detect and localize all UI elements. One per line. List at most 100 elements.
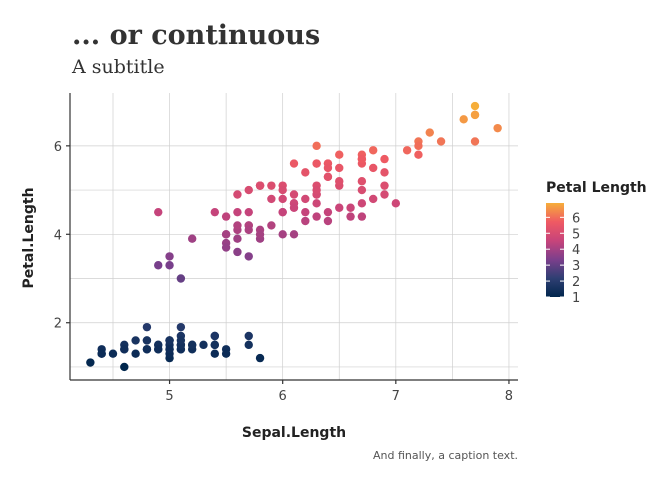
data-point — [368, 146, 378, 155]
data-point — [312, 212, 321, 221]
data-point — [380, 190, 389, 199]
data-point — [267, 194, 276, 204]
data-point — [414, 141, 423, 151]
data-point — [244, 207, 253, 217]
legend-label: 5 — [572, 227, 580, 242]
y-tick-label: 6 — [54, 140, 62, 155]
data-point — [233, 247, 242, 257]
data-point — [470, 110, 480, 120]
legend-label: 2 — [572, 275, 580, 290]
data-point — [380, 181, 389, 190]
data-point — [233, 207, 242, 217]
data-point — [289, 230, 299, 239]
data-point — [244, 252, 253, 261]
data-point — [301, 216, 310, 226]
x-axis-label: Sepal.Length — [242, 425, 346, 441]
legend-label: 3 — [572, 259, 580, 274]
chart-subtitle: A subtitle — [71, 56, 165, 78]
data-point — [154, 261, 163, 270]
data-point — [221, 230, 231, 239]
data-point — [301, 207, 310, 217]
data-point — [278, 207, 287, 217]
data-point — [165, 261, 174, 270]
x-tick-label: 8 — [505, 389, 513, 404]
data-point — [380, 168, 389, 177]
data-point — [210, 207, 220, 217]
data-point — [267, 221, 276, 230]
data-point — [357, 212, 367, 221]
data-point — [221, 243, 231, 252]
data-point — [210, 331, 220, 341]
data-point — [255, 181, 265, 190]
data-point — [335, 163, 344, 173]
data-point — [255, 353, 265, 363]
data-point — [244, 340, 253, 350]
data-point — [131, 349, 140, 358]
data-point — [165, 336, 174, 345]
data-point — [312, 185, 321, 195]
axes — [69, 93, 518, 381]
data-point — [176, 336, 186, 345]
data-point — [142, 345, 152, 354]
data-point — [346, 212, 355, 221]
data-point — [199, 340, 208, 350]
data-point — [187, 340, 197, 350]
data-point — [459, 115, 468, 124]
data-point — [335, 150, 344, 159]
legend-colorbar — [546, 203, 564, 297]
data-point — [244, 225, 253, 235]
data-point — [357, 199, 367, 208]
chart-caption: And finally, a caption text. — [373, 449, 518, 462]
data-point — [176, 274, 186, 283]
data-point — [323, 207, 333, 217]
data-point — [278, 230, 287, 239]
x-tick-label: 6 — [279, 389, 287, 404]
legend-title: Petal Length — [546, 180, 647, 196]
data-point — [278, 185, 287, 195]
data-point — [391, 199, 401, 208]
data-point — [278, 194, 287, 204]
data-point — [312, 159, 321, 168]
data-point — [244, 185, 253, 195]
data-point — [154, 345, 163, 354]
data-point — [470, 101, 480, 111]
data-point — [187, 234, 197, 243]
legend-label: 1 — [572, 291, 580, 306]
data-point — [142, 322, 152, 332]
chart-title: ... or continuous — [72, 20, 320, 51]
data-point — [289, 203, 299, 212]
data-point — [425, 128, 434, 137]
data-point — [255, 230, 265, 239]
data-point — [402, 146, 412, 155]
data-point — [301, 168, 310, 177]
data-point — [368, 163, 378, 173]
data-point — [335, 203, 344, 212]
data-point — [142, 336, 152, 345]
data-points — [86, 101, 502, 372]
data-point — [233, 234, 242, 243]
data-point — [244, 331, 253, 341]
legend-label: 6 — [572, 211, 580, 226]
data-point — [120, 362, 129, 372]
data-point — [346, 203, 355, 212]
data-point — [301, 194, 310, 204]
data-point — [86, 358, 95, 367]
data-point — [267, 181, 276, 190]
data-point — [380, 154, 389, 164]
data-point — [97, 349, 106, 358]
data-point — [312, 141, 321, 151]
data-point — [120, 345, 129, 354]
data-point — [154, 207, 163, 217]
legend-label: 4 — [572, 243, 580, 258]
tick-labels: 5 6 7 8 2 4 6 — [54, 140, 513, 404]
data-point — [221, 349, 231, 358]
data-point — [289, 159, 299, 168]
data-point — [357, 185, 367, 195]
data-point — [470, 137, 480, 146]
y-tick-label: 2 — [54, 317, 62, 332]
data-point — [289, 190, 299, 199]
data-point — [323, 172, 333, 182]
